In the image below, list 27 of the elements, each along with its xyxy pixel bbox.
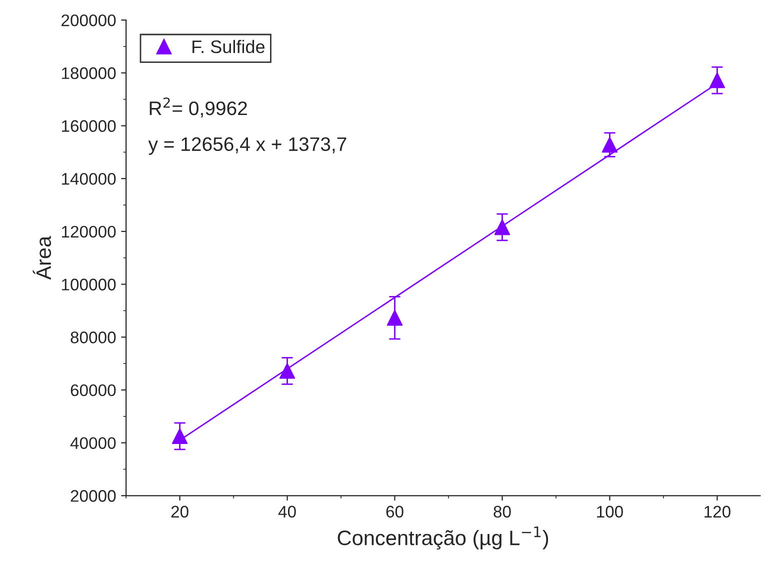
x-tick-label: 20 <box>171 506 188 518</box>
legend-label: F. Sulfide <box>192 40 265 54</box>
point <box>279 363 296 379</box>
y-axis-title: Área <box>32 236 52 280</box>
y-tick-label: 160000 <box>62 120 116 132</box>
annotation: y = 12656,4 x + 1373,7 <box>148 137 346 155</box>
point <box>709 72 726 88</box>
point <box>386 310 403 326</box>
x-tick-label: 80 <box>494 506 511 518</box>
x-tick-label: 120 <box>704 506 730 518</box>
y-tick-label: 140000 <box>62 172 116 185</box>
point <box>172 428 188 444</box>
y-tick-label: 40000 <box>70 437 116 450</box>
point <box>494 219 510 236</box>
y-tick-label: 180000 <box>62 67 116 80</box>
y-tick-label: 200000 <box>62 14 116 26</box>
x-tick-label: 60 <box>386 506 404 518</box>
y-tick-label: 100000 <box>62 278 116 290</box>
x-axis-title: Concentração (µg L$^{−1}$) <box>338 526 548 550</box>
y-tick-label: 60000 <box>70 384 116 396</box>
annotation: R$^{2}$= 0,9962 <box>150 97 247 118</box>
x-tick-label: 100 <box>597 506 623 518</box>
y-tick-label: 20000 <box>70 490 116 502</box>
point <box>602 136 618 153</box>
y-tick-label: 120000 <box>62 226 116 238</box>
x-tick-label: 40 <box>278 506 296 518</box>
y-tick-label: 80000 <box>70 332 116 344</box>
